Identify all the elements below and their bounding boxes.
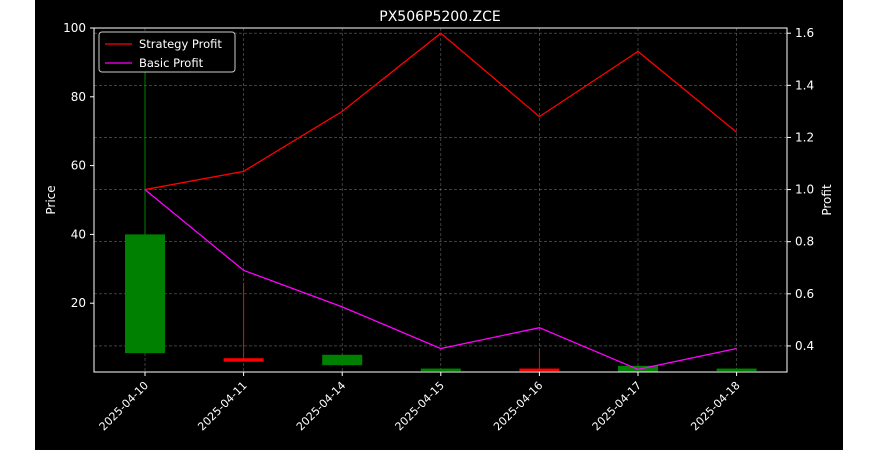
strategy-profit-line: [144, 32, 738, 191]
y-left-tick-label: 100: [63, 21, 86, 35]
y-left-tick-label: 40: [71, 227, 86, 241]
candle-body: [420, 368, 461, 372]
y-right-tick-label: 1.4: [795, 78, 814, 92]
y-right-tick-label: 0.8: [795, 235, 814, 249]
y-axis-right-label: Profit: [820, 184, 834, 216]
candle-body: [125, 234, 165, 354]
legend-box: [98, 31, 236, 73]
y-left-tick-label: 80: [71, 90, 86, 104]
y-right-tick-label: 1.2: [795, 130, 814, 144]
legend: Strategy Profit Basic Profit: [98, 31, 236, 73]
figure-background: [35, 0, 843, 450]
legend-strategy-label: Strategy Profit: [139, 37, 222, 51]
legend-basic-label: Basic Profit: [139, 56, 204, 70]
basic-profit-line: [144, 189, 737, 371]
profit-lines: [144, 32, 738, 371]
y-right-tick-label: 1.0: [795, 183, 814, 197]
y-axis-left-label: Price: [44, 185, 58, 214]
y-right-tick-label: 1.6: [795, 26, 814, 40]
candle-body: [223, 358, 264, 362]
candle-body: [322, 354, 363, 366]
y-right-tick-label: 0.4: [795, 339, 814, 353]
y-left-tick-label: 60: [71, 159, 86, 173]
candle-body: [519, 368, 560, 372]
candle-body: [716, 368, 757, 372]
y-right-tick-label: 0.6: [795, 287, 814, 301]
y-left-tick-label: 20: [71, 296, 86, 310]
chart-title: PX506P5200.ZCE: [379, 9, 501, 25]
